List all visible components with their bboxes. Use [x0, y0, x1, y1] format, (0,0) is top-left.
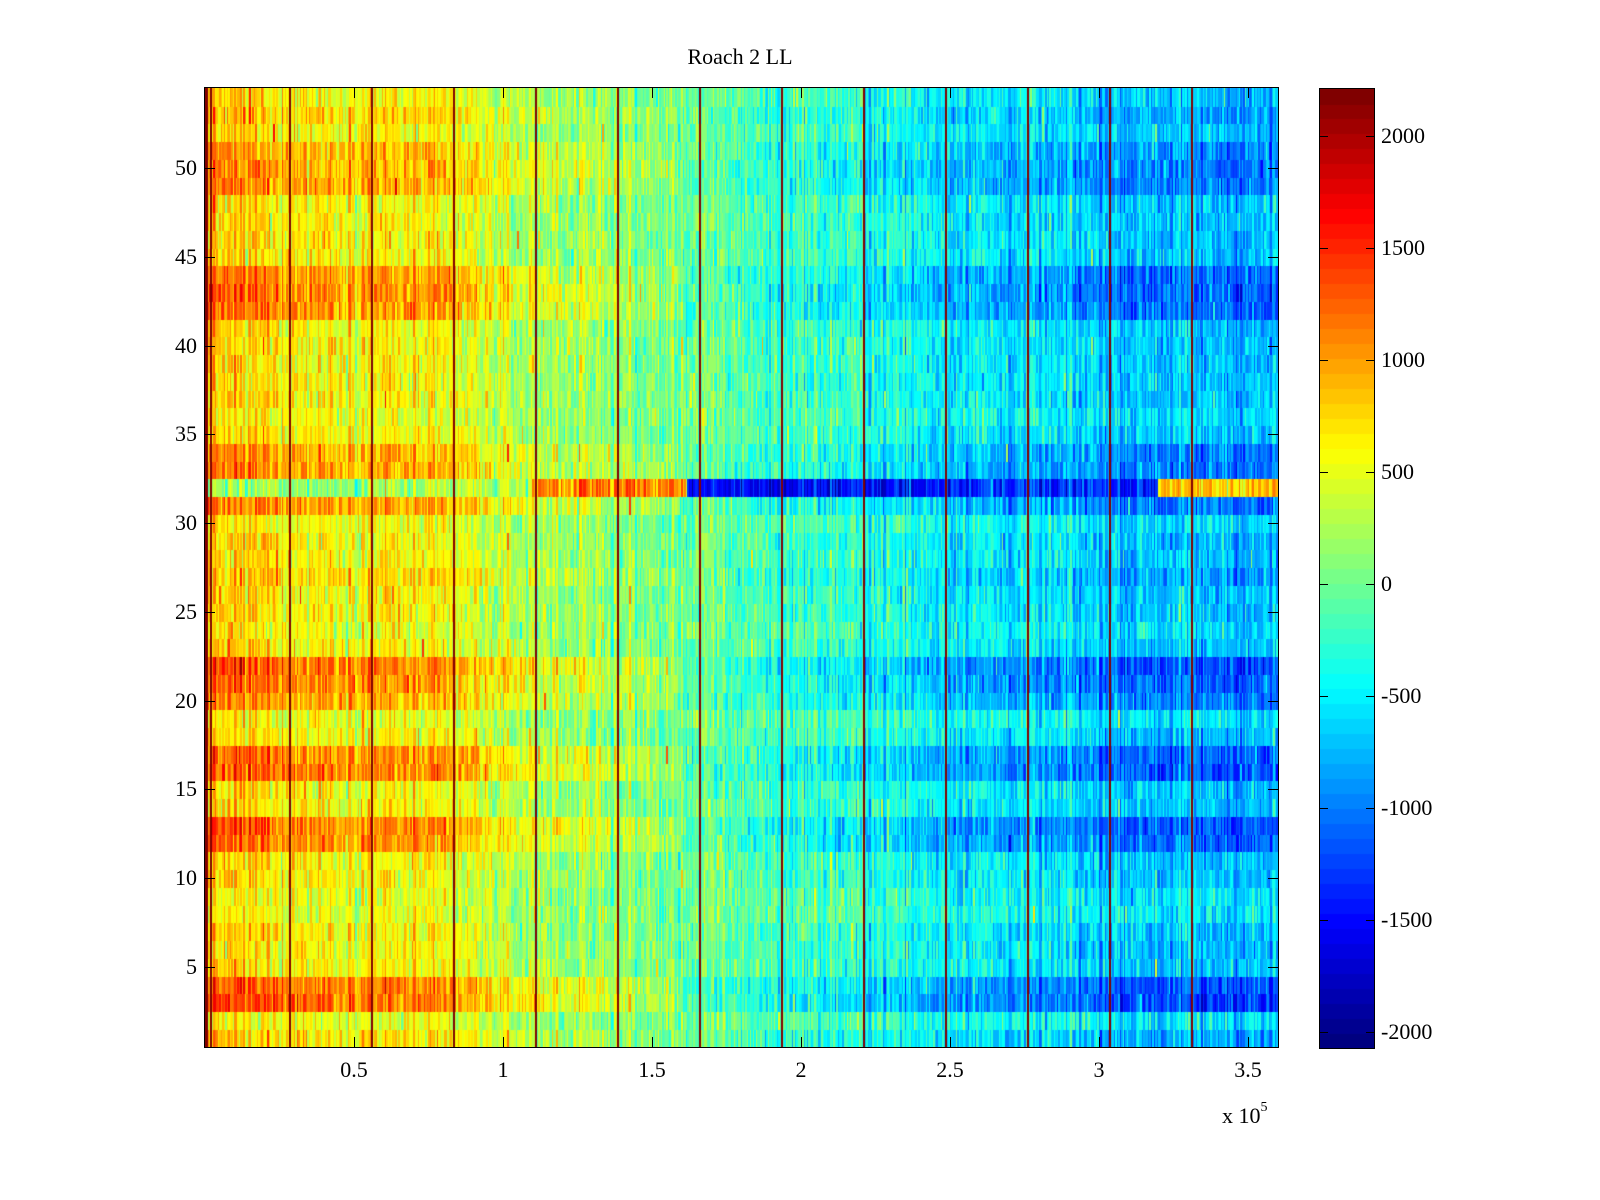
x-tick-mark-top — [354, 88, 355, 98]
y-tick-label: 50 — [175, 155, 197, 180]
y-tick-mark — [205, 612, 215, 613]
colorbar-tick-label: 500 — [1381, 459, 1414, 484]
colorbar-tick-mark — [1320, 1032, 1328, 1033]
y-tick-mark-right — [1268, 257, 1278, 258]
y-tick-mark — [205, 789, 215, 790]
y-tick-mark — [205, 878, 215, 879]
x-tick-mark-top — [1099, 88, 1100, 98]
colorbar-tick-mark — [1320, 360, 1328, 361]
x-tick-label: 1.5 — [638, 1057, 666, 1082]
x-tick-label: 3 — [1093, 1057, 1105, 1082]
x-tick-mark — [801, 1037, 802, 1047]
x-multiplier-exponent: 5 — [1260, 1099, 1268, 1115]
colorbar-tick-label: -1000 — [1381, 795, 1433, 820]
colorbar-tick-mark-right — [1366, 136, 1374, 137]
colorbar-tick-mark-right — [1366, 1032, 1374, 1033]
x-tick-label: 2.5 — [936, 1057, 964, 1082]
x-tick-mark — [503, 1037, 504, 1047]
colorbar-tick-mark — [1320, 472, 1328, 473]
y-tick-mark-right — [1268, 168, 1278, 169]
y-tick-mark — [205, 701, 215, 702]
colorbar-tick-mark — [1320, 920, 1328, 921]
y-tick-mark-right — [1268, 789, 1278, 790]
colorbar-gradient — [1320, 89, 1374, 1048]
colorbar-tick-mark-right — [1366, 808, 1374, 809]
y-tick-mark — [205, 434, 215, 435]
y-tick-label: 25 — [175, 599, 197, 624]
colorbar-tick-label: -2000 — [1381, 1019, 1433, 1044]
y-tick-label: 20 — [175, 688, 197, 713]
x-tick-mark — [652, 1037, 653, 1047]
x-tick-mark-top — [801, 88, 802, 98]
colorbar-tick-mark — [1320, 248, 1328, 249]
colorbar-tick-label: -500 — [1381, 683, 1422, 708]
colorbar-tick-mark — [1320, 584, 1328, 585]
y-tick-label: 15 — [175, 776, 197, 801]
y-tick-mark-right — [1268, 967, 1278, 968]
y-tick-mark-right — [1268, 701, 1278, 702]
y-tick-mark — [205, 967, 215, 968]
y-tick-label: 10 — [175, 865, 197, 890]
y-tick-mark — [205, 257, 215, 258]
y-tick-label: 30 — [175, 510, 197, 535]
x-axis-multiplier: x 105 — [1222, 1099, 1268, 1129]
colorbar-tick-mark-right — [1366, 248, 1374, 249]
heatmap-cells — [205, 88, 1278, 1047]
x-tick-mark-top — [503, 88, 504, 98]
y-tick-mark-right — [1268, 878, 1278, 879]
colorbar-tick-mark-right — [1366, 360, 1374, 361]
chart-title: Roach 2 LL — [687, 44, 793, 69]
x-tick-label: 3.5 — [1234, 1057, 1262, 1082]
y-tick-mark — [205, 346, 215, 347]
x-tick-label: 1 — [497, 1057, 509, 1082]
heatmap-plot-area — [205, 88, 1278, 1047]
colorbar-tick-mark-right — [1366, 584, 1374, 585]
colorbar-tick-label: 1500 — [1381, 235, 1425, 260]
colorbar-tick-mark-right — [1366, 920, 1374, 921]
y-tick-label: 45 — [175, 244, 197, 269]
y-tick-mark-right — [1268, 346, 1278, 347]
x-tick-mark — [1099, 1037, 1100, 1047]
x-multiplier-base: x 10 — [1222, 1103, 1261, 1128]
x-tick-mark — [354, 1037, 355, 1047]
x-tick-label: 0.5 — [340, 1057, 368, 1082]
y-tick-mark — [205, 523, 215, 524]
y-tick-label: 40 — [175, 333, 197, 358]
colorbar-tick-mark — [1320, 808, 1328, 809]
x-tick-mark-top — [652, 88, 653, 98]
colorbar-tick-label: 2000 — [1381, 123, 1425, 148]
x-tick-mark — [1248, 1037, 1249, 1047]
colorbar-tick-mark — [1320, 136, 1328, 137]
y-tick-label: 35 — [175, 421, 197, 446]
colorbar-tick-mark-right — [1366, 696, 1374, 697]
y-tick-label: 5 — [186, 954, 197, 979]
colorbar-tick-label: 1000 — [1381, 347, 1425, 372]
colorbar-tick-mark — [1320, 696, 1328, 697]
y-tick-mark — [205, 168, 215, 169]
x-tick-mark-top — [1248, 88, 1249, 98]
colorbar-tick-label: -1500 — [1381, 907, 1433, 932]
colorbar-tick-label: 0 — [1381, 571, 1392, 596]
x-tick-mark — [950, 1037, 951, 1047]
x-tick-mark-top — [950, 88, 951, 98]
y-tick-mark-right — [1268, 523, 1278, 524]
y-tick-mark-right — [1268, 434, 1278, 435]
x-tick-label: 2 — [795, 1057, 807, 1082]
y-tick-mark-right — [1268, 612, 1278, 613]
colorbar-tick-mark-right — [1366, 472, 1374, 473]
colorbar — [1320, 89, 1374, 1048]
